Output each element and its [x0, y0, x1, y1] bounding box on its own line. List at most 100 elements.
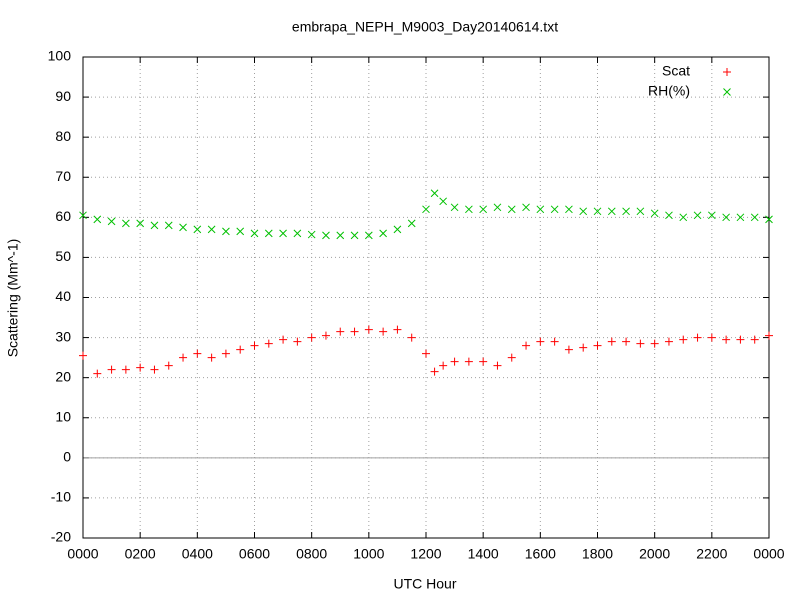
- legend-marker: [723, 68, 731, 76]
- chart-title: embrapa_NEPH_M9003_Day20140614.txt: [292, 19, 558, 35]
- data-point: [593, 207, 602, 216]
- y-tick-label: 20: [55, 368, 71, 384]
- data-point: [579, 343, 588, 352]
- data-point: [636, 207, 645, 216]
- data-point: [422, 205, 430, 214]
- data-point: [136, 219, 145, 228]
- x-tick-label: 0000: [753, 546, 784, 562]
- data-point: [493, 203, 502, 212]
- data-point: [636, 339, 645, 348]
- data-point: [565, 205, 573, 214]
- data-point: [607, 337, 616, 346]
- data-point: [650, 339, 659, 348]
- data-point: [450, 357, 459, 366]
- x-tick-label: 0800: [296, 546, 327, 562]
- data-point: [79, 351, 87, 360]
- data-point: [522, 203, 530, 212]
- plot-border: [82, 56, 770, 539]
- legend-label: Scat: [662, 63, 690, 79]
- x-tick-label: 1400: [468, 546, 499, 562]
- data-point: [93, 215, 102, 224]
- data-point: [707, 211, 716, 220]
- data-point: [450, 203, 459, 212]
- data-point: [750, 213, 759, 222]
- data-point: [550, 205, 559, 214]
- data-point: [207, 225, 216, 234]
- y-tick-label: 10: [55, 408, 71, 424]
- data-point: [464, 357, 473, 366]
- y-tick-label: 30: [55, 328, 71, 344]
- data-point: [264, 229, 273, 238]
- data-point: [293, 229, 302, 238]
- data-point: [364, 231, 373, 240]
- data-point: [479, 357, 488, 366]
- data-point: [536, 337, 545, 346]
- data-point: [593, 341, 602, 350]
- data-point: [122, 219, 130, 228]
- data-point: [207, 353, 216, 362]
- data-point: [579, 207, 588, 216]
- y-tick-label: 0: [63, 449, 71, 465]
- data-point: [679, 213, 688, 222]
- data-point: [379, 327, 388, 336]
- data-point: [507, 205, 516, 214]
- y-tick-label: -10: [51, 489, 71, 505]
- data-point: [679, 335, 688, 344]
- y-tick-label: 40: [55, 288, 71, 304]
- data-point: [264, 339, 273, 348]
- data-point: [250, 229, 259, 238]
- x-tick-label: 2000: [639, 546, 670, 562]
- data-point: [107, 365, 116, 374]
- data-point: [236, 227, 245, 236]
- data-point: [107, 217, 116, 226]
- data-point: [750, 335, 759, 344]
- data-point: [293, 337, 302, 346]
- x-tick-label: 1200: [410, 546, 441, 562]
- data-point: [493, 361, 502, 370]
- x-tick-label: 1600: [525, 546, 556, 562]
- data-point: [307, 333, 316, 342]
- x-axis-label: UTC Hour: [393, 576, 456, 592]
- data-point: [550, 337, 559, 346]
- data-point: [622, 337, 631, 346]
- y-tick-label: 60: [55, 208, 71, 224]
- data-point: [665, 211, 673, 220]
- data-point: [650, 209, 659, 218]
- data-point: [607, 207, 616, 216]
- data-point: [79, 211, 87, 220]
- data-point: [336, 231, 345, 240]
- data-point: [179, 353, 188, 362]
- data-point: [279, 229, 287, 238]
- data-point: [479, 205, 488, 214]
- data-point: [430, 367, 439, 376]
- data-point: [422, 349, 430, 358]
- x-tick-label: 0000: [67, 546, 98, 562]
- y-tick-label: 70: [55, 168, 71, 184]
- data-point: [407, 219, 416, 228]
- data-point: [465, 205, 473, 214]
- data-point: [522, 341, 531, 350]
- data-point: [250, 341, 259, 350]
- y-tick-label: -20: [51, 529, 71, 545]
- data-point: [307, 230, 316, 239]
- data-point: [722, 213, 730, 222]
- data-point: [693, 211, 702, 220]
- data-point: [236, 345, 245, 354]
- data-point: [564, 345, 573, 354]
- data-point: [736, 335, 745, 344]
- data-point: [321, 331, 330, 340]
- data-point: [350, 327, 359, 336]
- x-tick-label: 0200: [125, 546, 156, 562]
- data-point: [393, 325, 402, 334]
- legend-label: RH(%): [648, 83, 690, 99]
- data-point: [164, 221, 173, 230]
- legend-marker: [723, 88, 731, 96]
- data-point: [136, 363, 145, 372]
- data-point: [364, 325, 373, 334]
- data-point: [150, 365, 159, 374]
- data-point: [693, 333, 702, 342]
- data-point: [722, 335, 731, 344]
- y-axis-label: Scattering (Mm^-1): [5, 239, 21, 358]
- data-point: [765, 331, 773, 340]
